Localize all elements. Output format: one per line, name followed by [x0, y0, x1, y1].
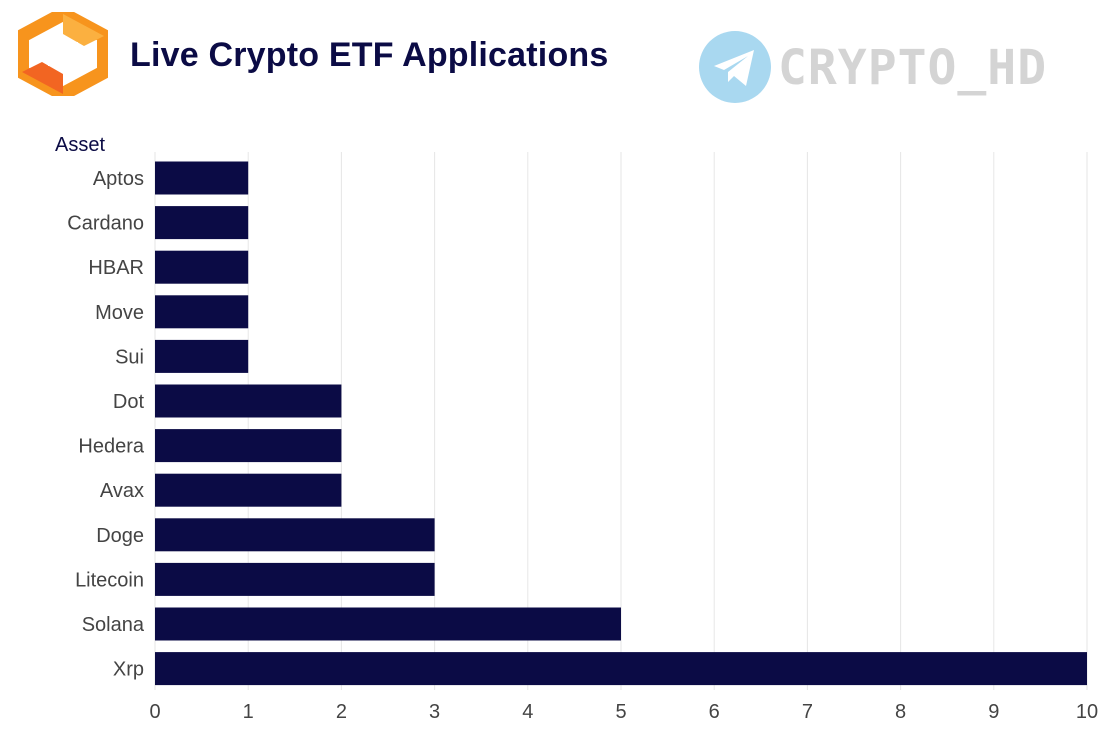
bar-avax — [155, 473, 342, 507]
x-tick-label: 1 — [243, 701, 254, 723]
x-tick-label: 4 — [522, 701, 533, 723]
category-label-xrp: Xrp — [113, 659, 144, 681]
chart-header: Live Crypto ETF Applications CRYPTO_HD — [0, 0, 1116, 110]
bar-xrp — [155, 652, 1087, 686]
bar-hedera — [155, 429, 342, 463]
category-label-avax: Avax — [100, 480, 144, 502]
x-tick-label: 0 — [149, 701, 160, 723]
bar-litecoin — [155, 562, 435, 596]
orange-hexagon-logo-icon — [18, 12, 108, 96]
x-tick-label: 10 — [1076, 701, 1098, 723]
x-tick-label: 5 — [615, 701, 626, 723]
bar-solana — [155, 607, 621, 641]
category-label-move: Move — [95, 302, 144, 324]
bar-move — [155, 295, 249, 329]
x-tick-label: 9 — [988, 701, 999, 723]
x-tick-label: 2 — [336, 701, 347, 723]
category-label-aptos: Aptos — [93, 168, 144, 190]
bar-cardano — [155, 206, 249, 240]
watermark-text: CRYPTO_HD — [778, 40, 1048, 96]
telegram-icon — [699, 31, 771, 103]
bar-chart: Aptos Cardano HBAR Move Sui Dot Hedera Avax Doge… — [0, 110, 1116, 750]
bar-sui — [155, 339, 249, 373]
grid-lines — [154, 152, 1088, 690]
category-label-doge: Doge — [96, 525, 144, 547]
category-label-cardano: Cardano — [67, 213, 144, 235]
bar-aptos — [155, 161, 249, 195]
category-label-hedera: Hedera — [78, 436, 144, 458]
page-title: Live Crypto ETF Applications — [130, 36, 609, 74]
chart-canvas: Aptos Cardano HBAR Move Sui Dot Hedera Avax Doge… — [55, 134, 1098, 723]
category-label-sui: Sui — [115, 346, 144, 368]
category-label-litecoin: Litecoin — [75, 569, 144, 591]
category-label-dot: Dot — [113, 391, 145, 413]
category-label-solana: Solana — [82, 614, 145, 636]
y-axis-label: Asset — [55, 134, 105, 156]
x-tick-label: 7 — [802, 701, 813, 723]
bar-dot — [155, 384, 342, 418]
x-tick-label: 6 — [709, 701, 720, 723]
category-labels: Aptos Cardano HBAR Move Sui Dot Hedera Avax Doge… — [67, 168, 145, 681]
x-tick-labels: 0 1 2 3 4 5 6 7 8 9 10 — [149, 701, 1098, 723]
x-tick-label: 8 — [895, 701, 906, 723]
bar-hbar — [155, 250, 249, 284]
bars — [155, 161, 1087, 686]
category-label-hbar: HBAR — [88, 257, 144, 279]
bar-doge — [155, 518, 435, 552]
x-tick-label: 3 — [429, 701, 440, 723]
